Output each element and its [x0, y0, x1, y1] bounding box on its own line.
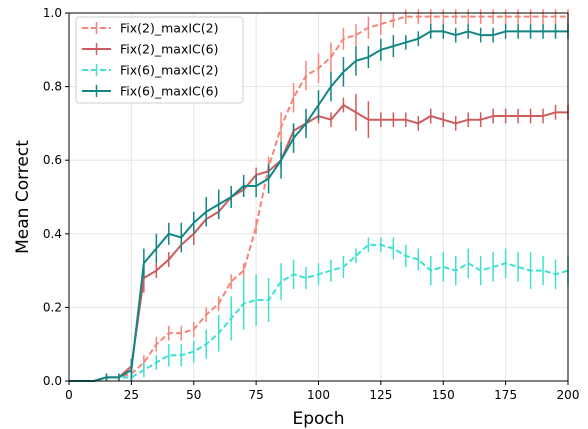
- legend-box: [75, 16, 244, 104]
- legend: Fix(2)_maxIC(2) Fix(2)_maxIC(6) Fix(6)_max…: [75, 16, 244, 104]
- legend-label: Fix(2)_maxIC(6): [120, 42, 218, 57]
- plot-area: [69, 9, 569, 382]
- series-3: [69, 237, 569, 382]
- y-tick-label: 0.0: [43, 374, 62, 388]
- x-tick-label: 25: [124, 388, 139, 402]
- y-axis-label: Mean Correct: [13, 140, 33, 254]
- series-4: [69, 24, 569, 382]
- x-axis-label: Epoch: [292, 409, 344, 429]
- x-tick-label: 100: [307, 388, 330, 402]
- legend-label: Fix(6)_maxIC(6): [120, 84, 218, 99]
- x-tick-label: 50: [186, 388, 201, 402]
- y-tick-label: 0.8: [43, 80, 62, 94]
- x-tick-label: 200: [557, 388, 580, 402]
- x-tick-label: 150: [432, 388, 455, 402]
- legend-label: Fix(2)_maxIC(2): [120, 21, 218, 36]
- y-tick-label: 0.4: [43, 227, 62, 241]
- legend-label: Fix(6)_maxIC(2): [120, 63, 218, 78]
- axis-ticks: 0 25 50 75 100 125 150 175 200 0.0 0.2 0.4 0.6 0.8 1.0: [43, 6, 580, 402]
- x-tick-label: 0: [65, 388, 73, 402]
- x-tick-label: 75: [248, 388, 263, 402]
- y-tick-label: 1.0: [43, 6, 62, 20]
- x-tick-label: 175: [494, 388, 517, 402]
- x-tick-label: 125: [369, 388, 392, 402]
- y-tick-label: 0.6: [43, 153, 62, 167]
- grid: [68, 12, 569, 382]
- y-tick-label: 0.2: [43, 300, 62, 314]
